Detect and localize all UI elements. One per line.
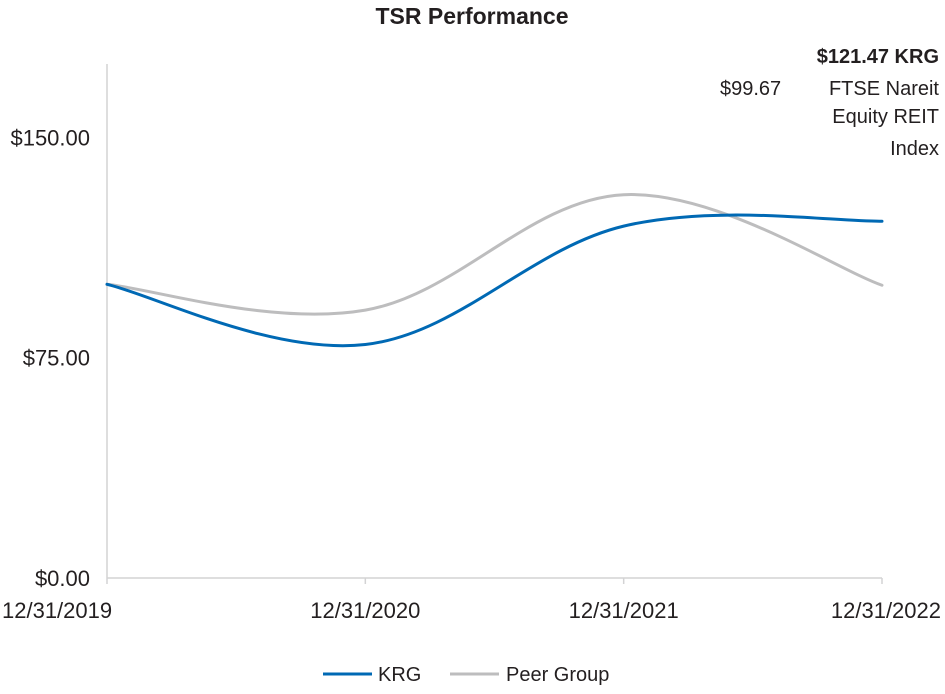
- legend: KRG Peer Group: [323, 664, 609, 686]
- series-line-peer-group: [105, 193, 884, 316]
- x-tick-label: 12/31/2020: [310, 598, 420, 623]
- peer-name-line: Equity REIT: [832, 106, 939, 128]
- x-tick-label: 12/31/2019: [2, 598, 112, 623]
- x-tick-label: 12/31/2021: [569, 598, 679, 623]
- krg-end-value: $121.47 KRG: [817, 46, 939, 68]
- y-tick-label: $75.00: [23, 346, 90, 371]
- y-tick-label: $0.00: [35, 566, 90, 591]
- legend-label-krg: KRG: [378, 664, 421, 686]
- x-tick-label: 12/31/2022: [831, 598, 941, 623]
- x-tick-labels: 12/31/2019 12/31/2020 12/31/2021 12/31/2…: [2, 598, 941, 623]
- y-tick-label: $150.00: [10, 125, 90, 150]
- y-tick-labels: $0.00 $75.00 $150.00: [10, 125, 90, 591]
- end-value-annotations: $121.47 KRG $99.67 FTSE Nareit Equity RE…: [720, 46, 939, 160]
- chart-title: TSR Performance: [375, 3, 568, 29]
- peer-name-line: FTSE Nareit: [829, 78, 939, 100]
- legend-label-peer-group: Peer Group: [506, 664, 609, 686]
- series-line-krg: [105, 213, 884, 348]
- x-tick-marks: [106, 578, 883, 584]
- peer-name-line: Index: [890, 138, 939, 160]
- peer-end-value: $99.67: [720, 78, 781, 100]
